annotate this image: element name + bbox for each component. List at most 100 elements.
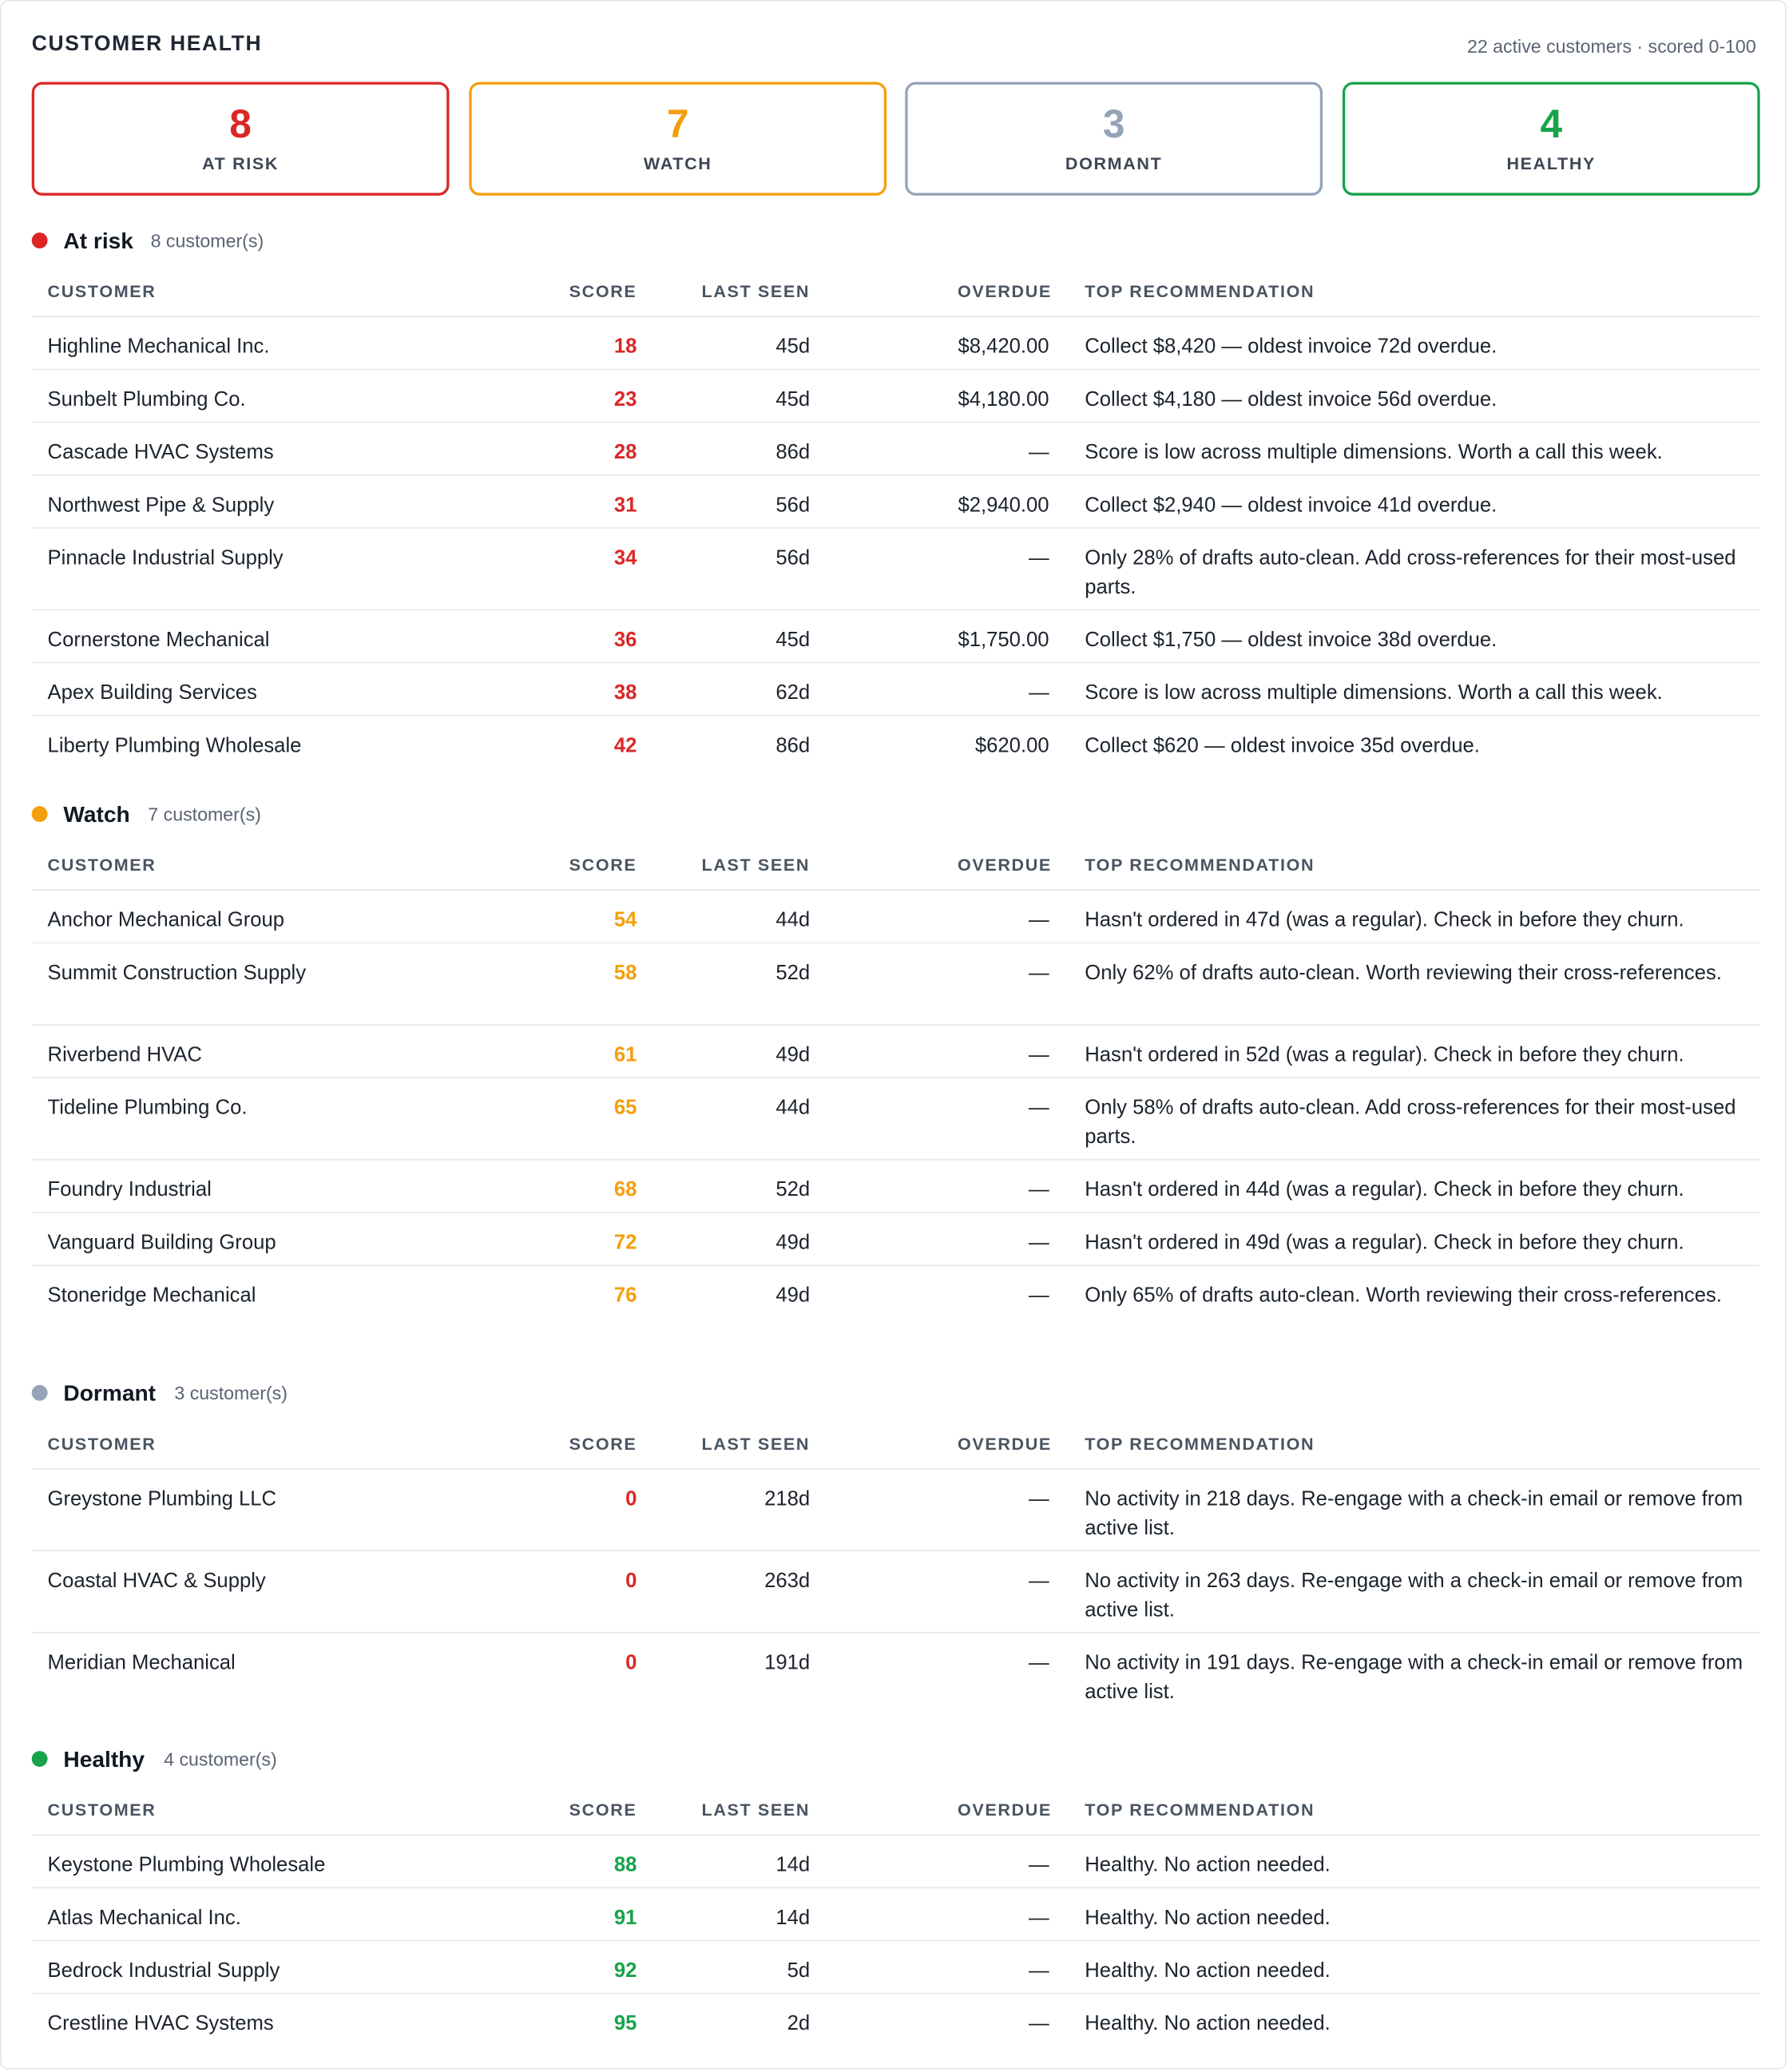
- col-customer-header[interactable]: CUSTOMER: [47, 1800, 157, 1820]
- panel-subtitle: 22 active customers · scored 0-100: [1466, 35, 1756, 58]
- table-row[interactable]: Bedrock Industrial Supply 92 5d — Healthy. N…: [31, 1941, 1760, 1995]
- customer-name[interactable]: Pinnacle Industrial Supply: [47, 546, 284, 570]
- col-score-header[interactable]: SCORE: [569, 1434, 637, 1454]
- customer-name[interactable]: Stoneridge Mechanical: [47, 1284, 256, 1308]
- last-seen-value: 56d: [775, 494, 811, 517]
- score-value: 58: [613, 962, 637, 985]
- table-row[interactable]: Anchor Mechanical Group 54 44d — Hasn't orde…: [31, 891, 1760, 944]
- table-row[interactable]: Pinnacle Industrial Supply 34 56d — Only 28%…: [31, 529, 1760, 611]
- section-count: 4 customer(s): [164, 1748, 277, 1770]
- col-overdue-header[interactable]: OVERDUE: [957, 855, 1052, 875]
- table-row[interactable]: Crestline HVAC Systems 95 2d — Healthy. No a…: [32, 1994, 1760, 2046]
- table-row[interactable]: Summit Construction Supply 58 52d — Only 62%…: [31, 943, 1760, 1026]
- col-score-header[interactable]: SCORE: [569, 281, 637, 302]
- col-overdue-header[interactable]: OVERDUE: [957, 1800, 1052, 1820]
- card-at-risk[interactable]: 8 AT RISK: [31, 81, 450, 196]
- customer-name[interactable]: Bedrock Industrial Supply: [47, 1959, 280, 1983]
- score-value: 31: [613, 494, 637, 517]
- recommendation-text: Only 62% of drafts auto-clean. Worth rev…: [1085, 962, 1722, 985]
- panel-header: CUSTOMER HEALTH 22 active customers · sc…: [32, 33, 1756, 62]
- overdue-value: —: [1028, 441, 1049, 464]
- table-row[interactable]: Sunbelt Plumbing Co. 23 45d $4,180.00 Collec…: [31, 370, 1760, 423]
- customer-name[interactable]: Crestline HVAC Systems: [47, 2012, 274, 2035]
- recommendation-text: Only 65% of drafts auto-clean. Worth rev…: [1085, 1284, 1722, 1308]
- table-row[interactable]: Cascade HVAC Systems 28 86d — Score is low a…: [31, 423, 1760, 476]
- recommendation-text: No activity in 218 days. Re-engage with …: [1085, 1487, 1743, 1540]
- card-watch[interactable]: 7 WATCH: [469, 81, 887, 196]
- customer-name[interactable]: Greystone Plumbing LLC: [47, 1487, 277, 1510]
- score-value: 0: [625, 1570, 637, 1593]
- customer-name[interactable]: Summit Construction Supply: [47, 962, 307, 985]
- card-label: WATCH: [643, 153, 712, 173]
- customer-name[interactable]: Riverbend HVAC: [47, 1043, 202, 1067]
- overdue-value: —: [1028, 1959, 1049, 1983]
- col-customer-header[interactable]: CUSTOMER: [47, 1434, 157, 1454]
- table-row[interactable]: Meridian Mechanical 0 191d — No activity in …: [32, 1633, 1760, 1714]
- table-row[interactable]: Coastal HVAC & Supply 0 263d — No activity i…: [31, 1551, 1760, 1633]
- customer-name[interactable]: Northwest Pipe & Supply: [47, 494, 275, 517]
- customer-name[interactable]: Highline Mechanical Inc.: [47, 335, 270, 359]
- recommendation-text: Only 58% of drafts auto-clean. Add cross…: [1085, 1097, 1736, 1149]
- last-seen-value: 86d: [775, 734, 811, 757]
- table-row[interactable]: Northwest Pipe & Supply 31 56d $2,940.00 Col…: [31, 476, 1760, 529]
- col-score-header[interactable]: SCORE: [569, 1800, 637, 1820]
- customer-name[interactable]: Cascade HVAC Systems: [47, 441, 274, 464]
- last-seen-value: 62d: [775, 681, 811, 705]
- col-recommendation-header[interactable]: TOP RECOMMENDATION: [1085, 855, 1315, 875]
- table-row[interactable]: Highline Mechanical Inc. 18 45d $8,420.00 Co…: [31, 317, 1760, 371]
- recommendation-text: Healthy. No action needed.: [1085, 1854, 1331, 1877]
- customer-name[interactable]: Meridian Mechanical: [47, 1652, 236, 1675]
- col-recommendation-header[interactable]: TOP RECOMMENDATION: [1085, 281, 1315, 302]
- col-score-header[interactable]: SCORE: [569, 855, 637, 875]
- last-seen-value: 191d: [764, 1652, 811, 1675]
- table-row[interactable]: Atlas Mechanical Inc. 91 14d — Healthy. No a…: [31, 1888, 1760, 1942]
- table-row[interactable]: Cornerstone Mechanical 36 45d $1,750.00 Coll…: [31, 610, 1760, 664]
- overdue-value: —: [1028, 962, 1049, 985]
- col-recommendation-header[interactable]: TOP RECOMMENDATION: [1085, 1434, 1315, 1454]
- col-customer-header[interactable]: CUSTOMER: [47, 281, 157, 302]
- last-seen-value: 14d: [775, 1907, 811, 1930]
- col-recommendation-header[interactable]: TOP RECOMMENDATION: [1085, 1800, 1315, 1820]
- customer-name[interactable]: Foundry Industrial: [47, 1178, 212, 1201]
- summary-cards: 8 AT RISK 7 WATCH 3 DORMANT 4 HEALTHY: [31, 81, 1760, 196]
- customer-name[interactable]: Atlas Mechanical Inc.: [47, 1907, 241, 1930]
- col-overdue-header[interactable]: OVERDUE: [957, 1434, 1052, 1454]
- customer-name[interactable]: Liberty Plumbing Wholesale: [47, 734, 302, 757]
- customer-name[interactable]: Anchor Mechanical Group: [47, 909, 285, 932]
- table-row[interactable]: Apex Building Services 38 62d — Score is low…: [31, 664, 1760, 716]
- recommendation-text: Hasn't ordered in 47d (was a regular). C…: [1085, 909, 1684, 932]
- col-customer-header[interactable]: CUSTOMER: [47, 855, 157, 875]
- recommendation-text: Collect $8,420 — oldest invoice 72d over…: [1085, 335, 1497, 359]
- overdue-value: —: [1028, 1097, 1049, 1120]
- score-value: 65: [613, 1097, 637, 1120]
- recommendation-text: Only 28% of drafts auto-clean. Add cross…: [1085, 546, 1736, 599]
- table-header: CUSTOMER SCORE LAST SEEN OVERDUE TOP RECOMME…: [31, 268, 1760, 318]
- overdue-value: —: [1028, 909, 1049, 932]
- customer-name[interactable]: Vanguard Building Group: [47, 1231, 276, 1255]
- table-row[interactable]: Greystone Plumbing LLC 0 218d — No activity …: [31, 1470, 1760, 1552]
- col-last-seen-header[interactable]: LAST SEEN: [701, 1800, 811, 1820]
- last-seen-value: 49d: [775, 1284, 811, 1308]
- table-row[interactable]: Liberty Plumbing Wholesale 42 86d $620.00 Co…: [32, 716, 1760, 768]
- col-overdue-header[interactable]: OVERDUE: [957, 281, 1052, 302]
- customer-name[interactable]: Cornerstone Mechanical: [47, 629, 270, 652]
- table-row[interactable]: Stoneridge Mechanical 76 49d — Only 65% of d…: [32, 1266, 1760, 1347]
- table-row[interactable]: Tideline Plumbing Co. 65 44d — Only 58% of d…: [31, 1078, 1760, 1161]
- customer-name[interactable]: Tideline Plumbing Co.: [47, 1097, 248, 1120]
- card-dormant[interactable]: 3 DORMANT: [905, 81, 1323, 196]
- customer-name[interactable]: Keystone Plumbing Wholesale: [47, 1854, 326, 1877]
- card-healthy[interactable]: 4 HEALTHY: [1342, 81, 1760, 196]
- col-last-seen-header[interactable]: LAST SEEN: [701, 1434, 811, 1454]
- table-header: CUSTOMER SCORE LAST SEEN OVERDUE TOP RECOMME…: [31, 842, 1760, 891]
- overdue-value: —: [1028, 1907, 1049, 1930]
- score-value: 23: [613, 388, 637, 411]
- table-row[interactable]: Keystone Plumbing Wholesale 88 14d — Healthy…: [31, 1836, 1760, 1889]
- customer-name[interactable]: Apex Building Services: [47, 681, 257, 705]
- customer-name[interactable]: Coastal HVAC & Supply: [47, 1570, 266, 1593]
- table-row[interactable]: Foundry Industrial 68 52d — Hasn't ordered i…: [31, 1161, 1760, 1213]
- customer-name[interactable]: Sunbelt Plumbing Co.: [47, 388, 246, 411]
- col-last-seen-header[interactable]: LAST SEEN: [701, 281, 811, 302]
- col-last-seen-header[interactable]: LAST SEEN: [701, 855, 811, 875]
- table-row[interactable]: Riverbend HVAC 61 49d — Hasn't ordered in 52…: [31, 1026, 1760, 1078]
- table-row[interactable]: Vanguard Building Group 72 49d — Hasn't orde…: [31, 1213, 1760, 1266]
